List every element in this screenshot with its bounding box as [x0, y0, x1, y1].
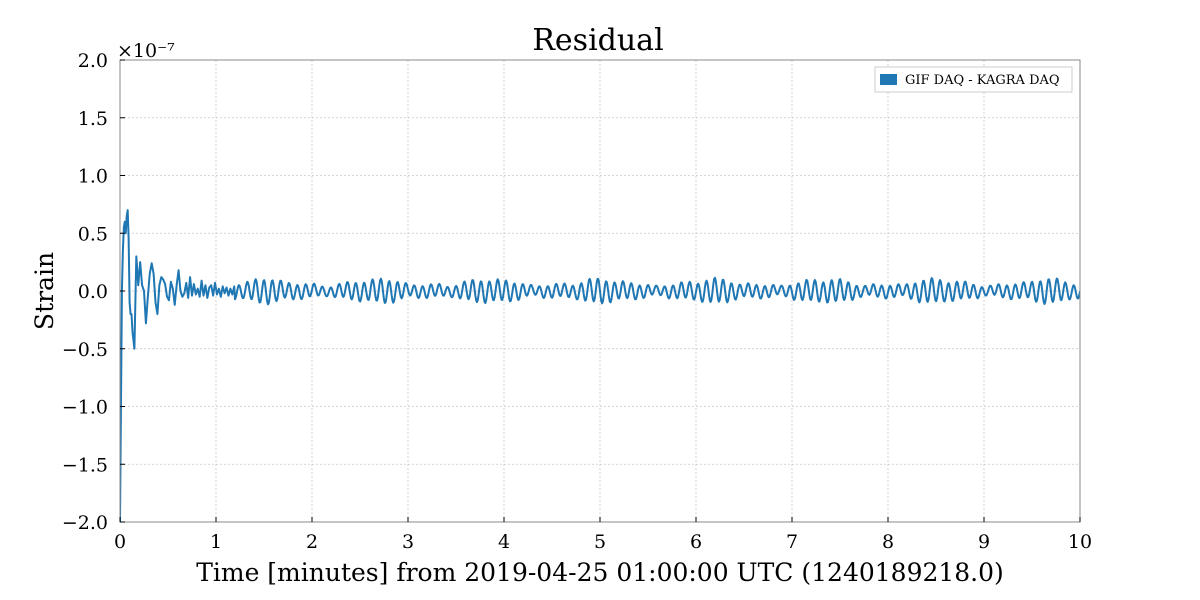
- legend: GIF DAQ - KAGRA DAQ: [874, 66, 1073, 93]
- x-tick-label: 9: [978, 531, 990, 553]
- x-axis-label: Time [minutes] from 2019-04-25 01:00:00 …: [196, 558, 1004, 587]
- y-tick-label: 1.5: [78, 108, 108, 130]
- y-axis-label: Strain: [30, 252, 59, 330]
- chart-title: Residual: [532, 23, 663, 58]
- y-tick-label: 1.0: [78, 166, 108, 188]
- series-layer: [120, 209, 1080, 522]
- x-tick-label: 10: [1068, 531, 1092, 553]
- x-tick-label: 3: [402, 531, 414, 553]
- x-tick-label: 0: [114, 531, 126, 553]
- y-tick-label: −1.5: [62, 454, 108, 476]
- x-tick-label: 5: [594, 531, 606, 553]
- y-tick-label: −0.5: [62, 339, 108, 361]
- x-tick-label: 6: [690, 531, 702, 553]
- legend-box: [874, 66, 1073, 93]
- x-tick-label: 4: [498, 531, 510, 553]
- legend-entry: GIF DAQ - KAGRA DAQ: [905, 73, 1060, 88]
- legend-swatch: [880, 74, 897, 85]
- series-line-gif-minus-kagra: [120, 209, 1080, 522]
- y-tick-label: 0.0: [78, 281, 108, 303]
- x-tick-label: 2: [306, 531, 318, 553]
- y-tick-label: −2.0: [62, 512, 108, 534]
- y-axis-multiplier: ×10⁻⁷: [117, 40, 175, 62]
- y-tick-label: −1.0: [62, 397, 108, 419]
- x-tick-label: 8: [882, 531, 894, 553]
- axis-ticks: 0 1 2 3 4 5 6 7 8 9 10 −2.0 −1.5 −1.0 −0.5 0.0 0.5 1.0 1.5…: [62, 50, 1092, 553]
- x-tick-label: 1: [210, 531, 222, 553]
- y-tick-label: 2.0: [78, 50, 108, 72]
- x-tick-label: 7: [786, 531, 798, 553]
- y-tick-label: 0.5: [78, 223, 108, 245]
